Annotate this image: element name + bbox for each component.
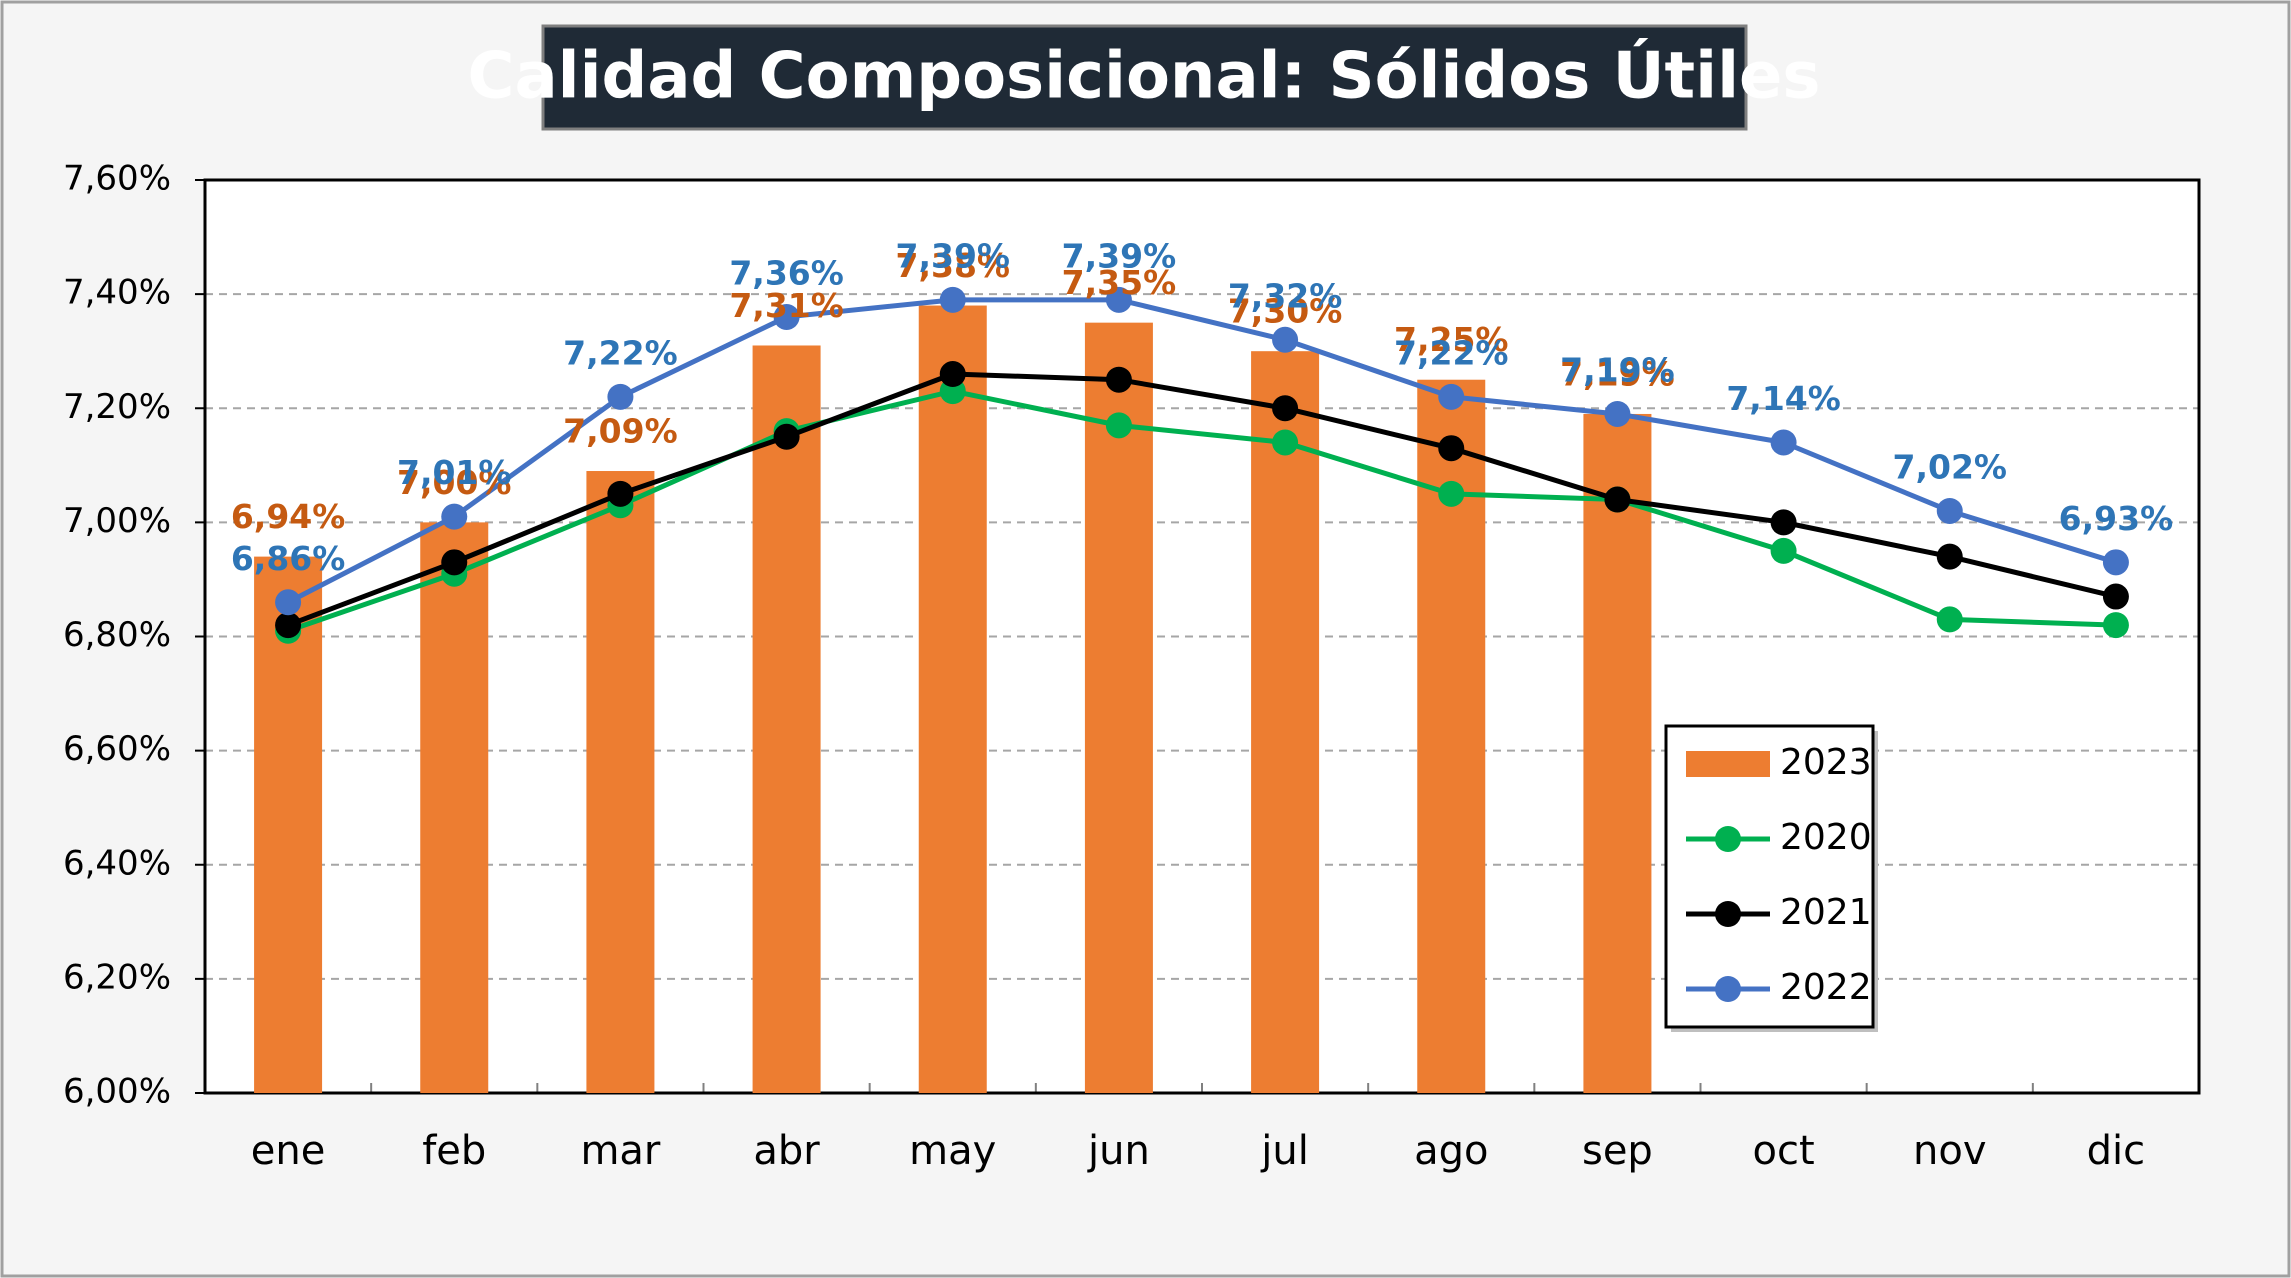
bar-value-label: 7,00% [397,463,512,502]
bar [420,522,489,1093]
bar [1583,413,1652,1093]
line-value-label: 7,39% [1062,236,1177,275]
line-value-label: 7,14% [1726,379,1841,418]
marker [1438,480,1465,507]
line-value-label: 7,22% [1394,333,1509,372]
marker [275,612,302,639]
x-tick-label: oct [1753,1128,1815,1174]
marker [2102,549,2129,576]
line-value-label: 7,01% [397,453,512,492]
line-value-label: 6,93% [2059,499,2174,538]
bar [752,345,821,1093]
bar-value-label: 7,31% [729,286,844,325]
bar [1251,351,1320,1093]
line [287,388,2117,634]
marker [2102,583,2129,610]
line-value-label: 7,22% [563,333,678,372]
y-tick-label: 7,60% [63,159,171,199]
marker [275,589,302,616]
x-tick-label: mar [580,1128,660,1174]
line-value-label: 7,39% [896,236,1011,275]
line-value-label: 7,19% [1560,350,1675,389]
bar-value-label: 7,19% [1560,354,1675,393]
bar-value-label: 7,30% [1228,292,1343,331]
marker [441,549,468,576]
x-tick-label: ago [1414,1128,1488,1174]
legend-swatch [1686,751,1770,777]
marker [1770,509,1797,536]
legend-label: 2023 [1780,742,1872,783]
marker [1105,366,1132,393]
bar-value-label: 7,38% [896,246,1011,285]
x-tick-label: abr [753,1128,820,1174]
marker [1105,286,1132,313]
y-tick-label: 6,60% [63,729,171,769]
plot-border [203,178,2201,1095]
x-tick-label: dic [2087,1128,2146,1174]
bar [586,471,655,1093]
x-tick-label: jun [1087,1128,1150,1174]
y-tick-label: 6,80% [63,615,171,655]
legend-marker [1715,826,1741,852]
marker [939,286,966,313]
title-box [541,24,1748,131]
legend-label: 2020 [1780,817,1872,858]
bar-value-label: 6,94% [231,497,346,536]
marker [1604,486,1631,513]
legend-marker [1715,901,1741,927]
marker [773,423,800,450]
y-tick-label: 7,00% [63,501,171,541]
bar-value-label: 7,25% [1394,320,1509,359]
legend-marker [1715,976,1741,1002]
bar [918,305,987,1094]
x-tick-label: sep [1582,1128,1653,1174]
bar [1084,322,1153,1093]
y-tick-label: 6,20% [63,957,171,997]
marker [607,480,634,507]
marker [607,383,634,410]
marker [441,503,468,530]
x-tick-label: may [909,1128,996,1174]
marker [1438,435,1465,462]
y-tick-label: 7,20% [63,387,171,427]
marker [773,303,800,330]
marker [1272,429,1299,456]
x-tick-label: jul [1260,1128,1309,1174]
marker [1604,400,1631,427]
x-tick-label: feb [422,1128,486,1174]
marker [1272,326,1299,353]
bar-value-label: 7,09% [563,412,678,451]
line [287,371,2117,628]
chart-title: Calidad Composicional: Sólidos Útiles [468,38,1821,114]
marker [1936,497,1963,524]
y-tick-label: 7,40% [63,273,171,313]
marker [2102,612,2129,639]
bar-value-label: 7,35% [1062,263,1177,302]
marker [1936,543,1963,570]
line-value-label: 7,36% [729,253,844,292]
marker [1438,383,1465,410]
x-tick-label: nov [1913,1128,1987,1174]
marker [1770,429,1797,456]
line-value-label: 7,32% [1228,276,1343,315]
x-tick-label: ene [251,1128,326,1174]
marker [1936,606,1963,633]
marker [1105,412,1132,439]
bar [254,556,323,1093]
line-value-label: 7,02% [1893,447,2008,486]
legend-label: 2022 [1780,967,1872,1008]
marker [939,361,966,388]
line [286,297,2117,605]
y-tick-label: 6,40% [63,843,171,883]
y-tick-label: 6,00% [63,1072,171,1112]
line-value-label: 6,86% [231,539,346,578]
marker [1272,395,1299,422]
legend-label: 2021 [1780,892,1872,933]
marker [1770,537,1797,564]
